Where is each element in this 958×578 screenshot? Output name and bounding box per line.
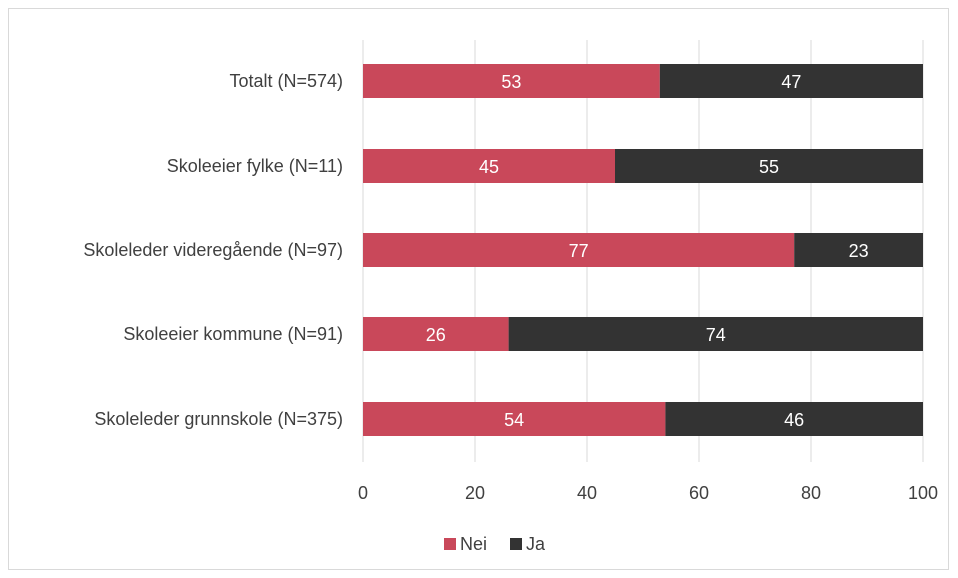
x-tick-label: 0 [358,483,368,503]
data-label: 47 [781,72,801,92]
bar-ja [794,233,923,267]
legend: Nei Ja [444,534,546,554]
data-label: 55 [759,157,779,177]
x-tick-label: 80 [801,483,821,503]
data-label: 54 [504,410,524,430]
category-label: Skoleeier fylke (N=11) [167,156,343,176]
bar-nei [363,233,795,267]
data-label: 26 [426,325,446,345]
data-label: 74 [706,325,726,345]
x-tick-label: 60 [689,483,709,503]
bar-nei [363,149,615,183]
x-tick-label: 100 [908,483,938,503]
bar-ja [659,64,923,98]
bar-nei [363,317,509,351]
category-label: Skoleleder grunnskole (N=375) [94,409,343,429]
data-label: 23 [849,241,869,261]
category-label: Skoleleder videregående (N=97) [83,240,343,260]
bar-ja [665,402,923,436]
x-tick-label: 40 [577,483,597,503]
labels: 0 20 40 60 80 100 Totalt (N=574) 53 47 Skoleeier … [83,71,938,503]
legend-swatch-ja [510,538,522,550]
data-label: 77 [569,241,589,261]
chart-frame [8,8,949,570]
data-label: 45 [479,157,499,177]
data-label: 53 [501,72,521,92]
bar-ja [615,149,923,183]
bars [363,64,923,436]
legend-label-nei: Nei [460,534,487,554]
bar-nei [363,402,666,436]
data-label: 46 [784,410,804,430]
legend-label-ja: Ja [526,534,546,554]
x-tick-label: 20 [465,483,485,503]
category-label: Totalt (N=574) [229,71,343,91]
legend-swatch-nei [444,538,456,550]
category-label: Skoleeier kommune (N=91) [123,324,343,344]
bar-nei [363,64,660,98]
bar-ja [508,317,923,351]
